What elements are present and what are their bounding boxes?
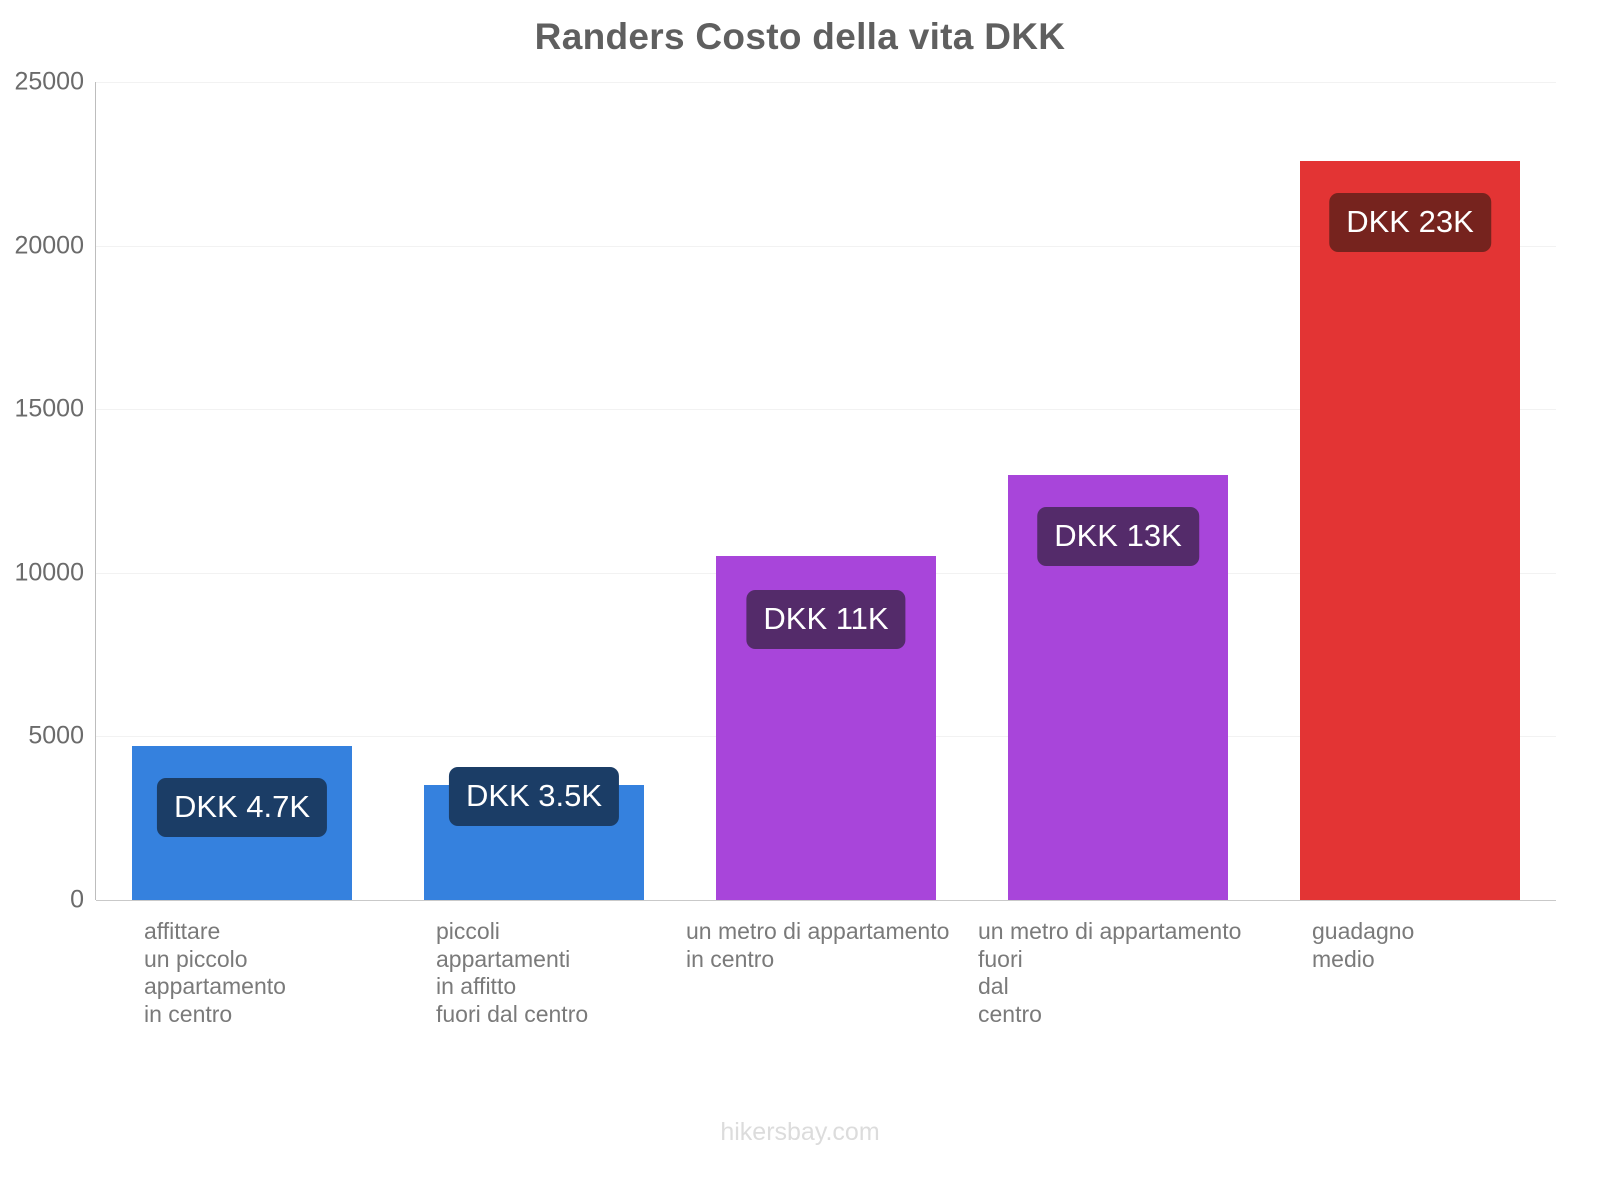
category-label-line: dal [978,973,1009,999]
plot-area: DKK 4.7K DKK 3.5K DKK 11K DKK 13K DKK 23K [96,82,1556,901]
y-axis-tick-label: 10000 [14,558,84,587]
gridline [96,82,1556,83]
y-axis-line [95,82,96,900]
x-axis-category-label: un metro di appartamento in centro [686,918,949,973]
gridline [96,409,1556,411]
category-label-line: in centro [686,945,775,972]
y-axis-tick-labels: 0 5000 10000 15000 20000 25000 [0,68,84,914]
bar-value-label: DKK 3.5K [448,767,620,827]
category-label-line: appartamenti [436,945,571,972]
gridline [96,245,1556,247]
category-label-line: guadagno [1312,918,1415,944]
x-axis-category-label: affittare un piccolo appartamento in centro [144,918,286,1028]
bar[interactable] [1300,160,1520,900]
category-label-line: in affitto [436,973,517,999]
category-label-line: appartamento [144,973,286,999]
x-axis-category-label: piccoli appartamenti in affitto fuori dal c… [436,918,588,1028]
y-axis-tick-label: 0 [70,885,84,914]
bar-value-label: DKK 11K [746,590,906,650]
category-label-line: affittare [144,918,221,944]
bar-value-label: DKK 4.7K [156,778,328,838]
category-label-line: fuori [978,945,1023,972]
chart-title: Randers Costo della vita DKK [534,16,1066,57]
y-axis-tick-label: 25000 [14,67,84,96]
category-label-line: un metro di appartamento [686,918,950,944]
y-axis-tick-label: 20000 [14,231,84,260]
watermark: hikersbay.com [720,1118,880,1146]
category-label-line: fuori dal centro [436,1000,589,1027]
category-label-line: un metro di appartamento [978,918,1242,944]
bar-value-label: DKK 23K [1329,192,1491,252]
category-label-line: medio [1312,945,1375,972]
category-label-line: in centro [144,1000,233,1027]
category-label-line: un piccolo [144,945,248,972]
x-axis-category-label: un metro di appartamento fuori dal centro [978,918,1241,1028]
bar-value-label: DKK 13K [1037,506,1199,566]
gridline [96,900,1556,901]
x-axis-category-labels: affittare un piccolo appartamento in centro… [96,918,1556,1098]
category-label-line: centro [978,1000,1042,1027]
y-axis-tick-label: 15000 [14,394,84,423]
y-axis-tick-label: 5000 [28,721,84,750]
x-axis-category-label: guadagno medio [1312,918,1414,973]
category-label-line: piccoli [436,918,500,944]
